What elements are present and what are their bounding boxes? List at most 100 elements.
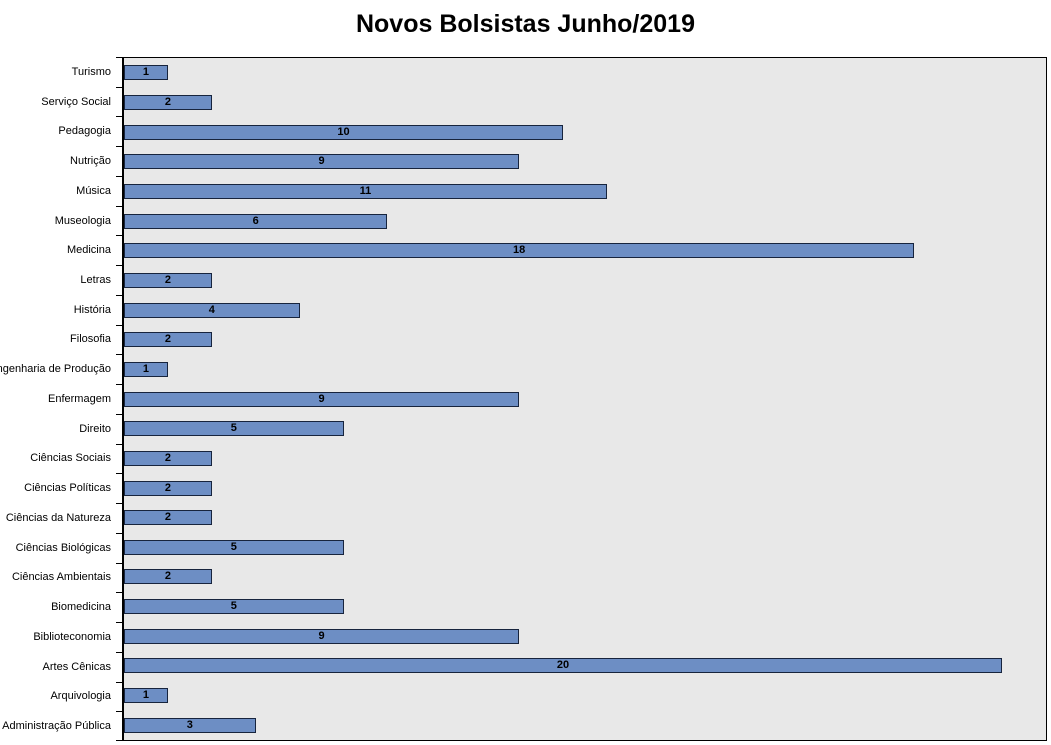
plot-area: 1 2 10 9 11 6 18 2 4 2 1 9 5 2 2 2 5 2 5 9 20 1 3 (122, 57, 1047, 741)
bar-row: 6 (124, 206, 1046, 236)
bar: 10 (124, 124, 564, 140)
y-axis-tick (116, 384, 122, 386)
category-label: Artes Cênicas (42, 660, 111, 673)
bar: 9 (124, 628, 520, 644)
bar-value-label: 2 (164, 570, 171, 583)
bar: 2 (124, 332, 212, 348)
y-axis-tick (116, 592, 122, 594)
bar-row: 2 (124, 325, 1046, 355)
y-axis-tick (116, 57, 122, 58)
bar-row: 2 (124, 503, 1046, 533)
category-label: Música (76, 184, 111, 197)
category-label: Administração Pública (2, 720, 111, 733)
category-label: Medicina (66, 244, 111, 257)
bar-value-label: 2 (164, 481, 171, 494)
bar-value-label: 9 (318, 629, 325, 642)
bar-value-label: 3 (186, 718, 193, 731)
bar-row: 9 (124, 621, 1046, 651)
y-axis-tick (116, 324, 122, 326)
category-label: Arquivologia (50, 690, 111, 703)
bar: 6 (124, 213, 388, 229)
bar-row: 4 (124, 295, 1046, 325)
bar-row: 5 (124, 592, 1046, 622)
y-axis-tick (116, 681, 122, 683)
y-axis-tick (116, 86, 122, 88)
bar-value-label: 2 (164, 95, 171, 108)
y-axis-tick (116, 740, 122, 741)
category-label: Nutrição (70, 155, 111, 168)
bar-row: 1 (124, 355, 1046, 385)
bar: 2 (124, 480, 212, 496)
y-axis-tick (116, 651, 122, 653)
bar-value-label: 9 (318, 155, 325, 168)
bar-row: 1 (124, 58, 1046, 88)
bar: 1 (124, 361, 168, 377)
bar-row: 2 (124, 88, 1046, 118)
category-label: Museologia (54, 214, 111, 227)
category-label: Filosofia (70, 333, 111, 346)
y-axis-tick (116, 354, 122, 356)
bar: 5 (124, 421, 344, 437)
y-axis-labels: Turismo Serviço Social Pedagogia Nutrição Mú… (0, 57, 116, 741)
bar-value-label: 18 (513, 244, 526, 257)
category-label: Enfermagem (48, 392, 111, 405)
category-label: Serviço Social (41, 95, 111, 108)
bar-value-label: 1 (142, 66, 149, 79)
bar-row: 18 (124, 236, 1046, 266)
bar: 4 (124, 302, 300, 318)
y-axis-tick (116, 443, 122, 445)
bar-value-label: 1 (142, 689, 149, 702)
y-axis-tick (116, 711, 122, 713)
bar: 5 (124, 539, 344, 555)
bar: 3 (124, 717, 256, 733)
bar-row: 5 (124, 414, 1046, 444)
bar-value-label: 20 (556, 659, 570, 672)
bar-value-label: 5 (230, 540, 237, 553)
y-axis-tick (116, 473, 122, 475)
bar-row: 2 (124, 562, 1046, 592)
bar: 1 (124, 65, 168, 81)
bar-row: 9 (124, 384, 1046, 414)
bar: 11 (124, 183, 607, 199)
category-label: Direito (79, 422, 111, 435)
bar-value-label: 5 (230, 422, 237, 435)
category-label: Pedagogia (58, 125, 111, 138)
bar: 1 (124, 688, 168, 704)
y-axis-tick (116, 413, 122, 415)
category-label: Ciências Ambientais (11, 571, 111, 584)
bar-row: 2 (124, 444, 1046, 474)
bar: 9 (124, 391, 520, 407)
y-axis-tick (116, 116, 122, 118)
bar-value-label: 2 (164, 511, 171, 524)
bar-value-label: 2 (164, 273, 171, 286)
bar: 9 (124, 154, 520, 170)
bar-row: 3 (124, 710, 1046, 740)
bar-value-label: 2 (164, 333, 171, 346)
bar-value-label: 5 (230, 600, 237, 613)
y-axis-tick (116, 532, 122, 534)
category-label: Ciências Biológicas (15, 541, 111, 554)
y-axis-tick (116, 146, 122, 148)
y-axis-tick (116, 503, 122, 505)
bar: 20 (124, 658, 1003, 674)
category-label: Biomedicina (51, 601, 111, 614)
bar: 5 (124, 599, 344, 615)
category-label: Engenharia de Produção (0, 363, 111, 376)
y-axis-tick (116, 205, 122, 207)
bar-row: 11 (124, 177, 1046, 207)
bar-row: 2 (124, 473, 1046, 503)
category-label: História (73, 303, 111, 316)
y-axis-tick (116, 294, 122, 296)
bar-value-label: 4 (208, 303, 215, 316)
bar-value-label: 2 (164, 451, 171, 464)
bar: 18 (124, 243, 915, 259)
y-axis-ticks (116, 57, 122, 741)
bar-row: 20 (124, 651, 1046, 681)
bar: 2 (124, 272, 212, 288)
bar: 2 (124, 569, 212, 585)
bar-value-label: 6 (252, 214, 259, 227)
bar-value-label: 11 (359, 184, 372, 197)
y-axis-tick (116, 622, 122, 624)
y-axis-tick (116, 175, 122, 177)
